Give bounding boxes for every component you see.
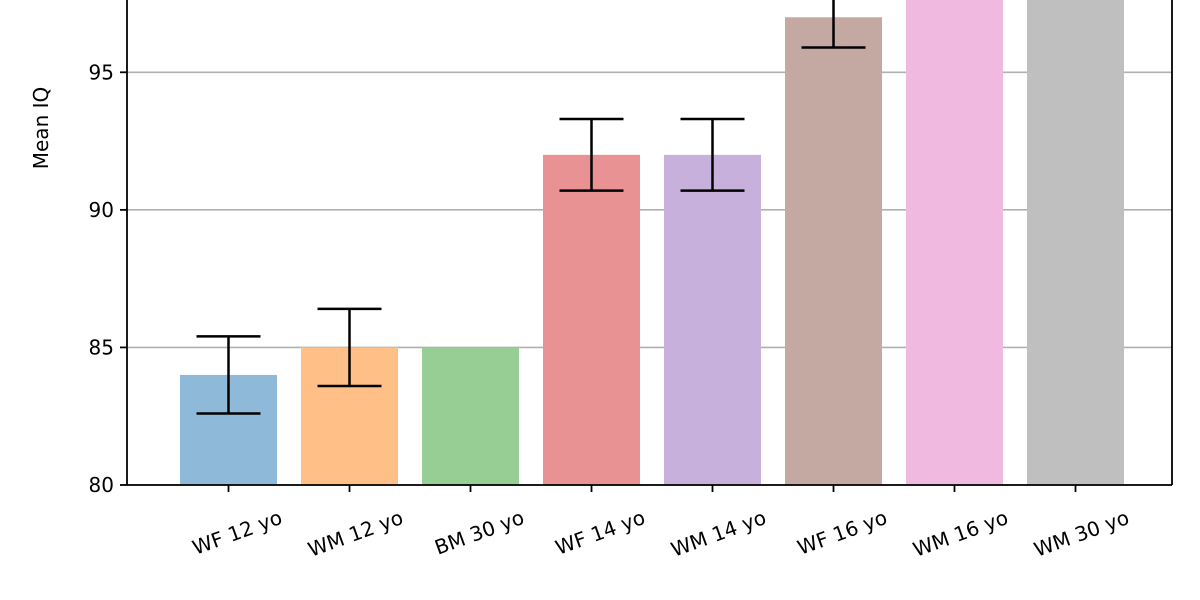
bar <box>906 0 1003 485</box>
error-bar <box>196 335 261 415</box>
y-axis-label: Mean IQ <box>29 87 53 170</box>
bar <box>664 154 761 485</box>
error-bars <box>196 0 866 415</box>
x-tick-label: WF 12 yo <box>189 505 285 560</box>
x-tick-label: WM 16 yo <box>910 505 1012 562</box>
x-tick-label: WF 14 yo <box>552 505 648 560</box>
x-tick-label: WM 14 yo <box>668 505 770 562</box>
x-ticks: WF 12 yo WM 12 yo BM 30 yo WF 14 yo WM 14 yo… <box>189 485 1132 562</box>
x-tick-label: WM 12 yo <box>305 505 407 562</box>
y-tick-label: 80 <box>89 473 114 497</box>
bar <box>422 347 519 485</box>
y-tick-label: 85 <box>89 335 114 359</box>
x-tick-label: WM 30 yo <box>1031 505 1133 562</box>
y-tick-label: 90 <box>89 198 114 222</box>
error-bar <box>317 307 382 388</box>
axes <box>126 0 1173 486</box>
bar <box>1027 0 1124 485</box>
error-bar <box>801 0 866 49</box>
error-bar <box>680 117 745 192</box>
bar <box>785 17 882 485</box>
x-tick-label: WF 16 yo <box>794 505 890 560</box>
y-tick-label: 95 <box>89 60 114 84</box>
grid-lines <box>127 71 1172 486</box>
bar <box>543 154 640 485</box>
y-ticks: 80 85 90 95 <box>89 60 127 497</box>
x-tick-label: BM 30 yo <box>431 505 527 559</box>
error-bar <box>559 117 624 192</box>
